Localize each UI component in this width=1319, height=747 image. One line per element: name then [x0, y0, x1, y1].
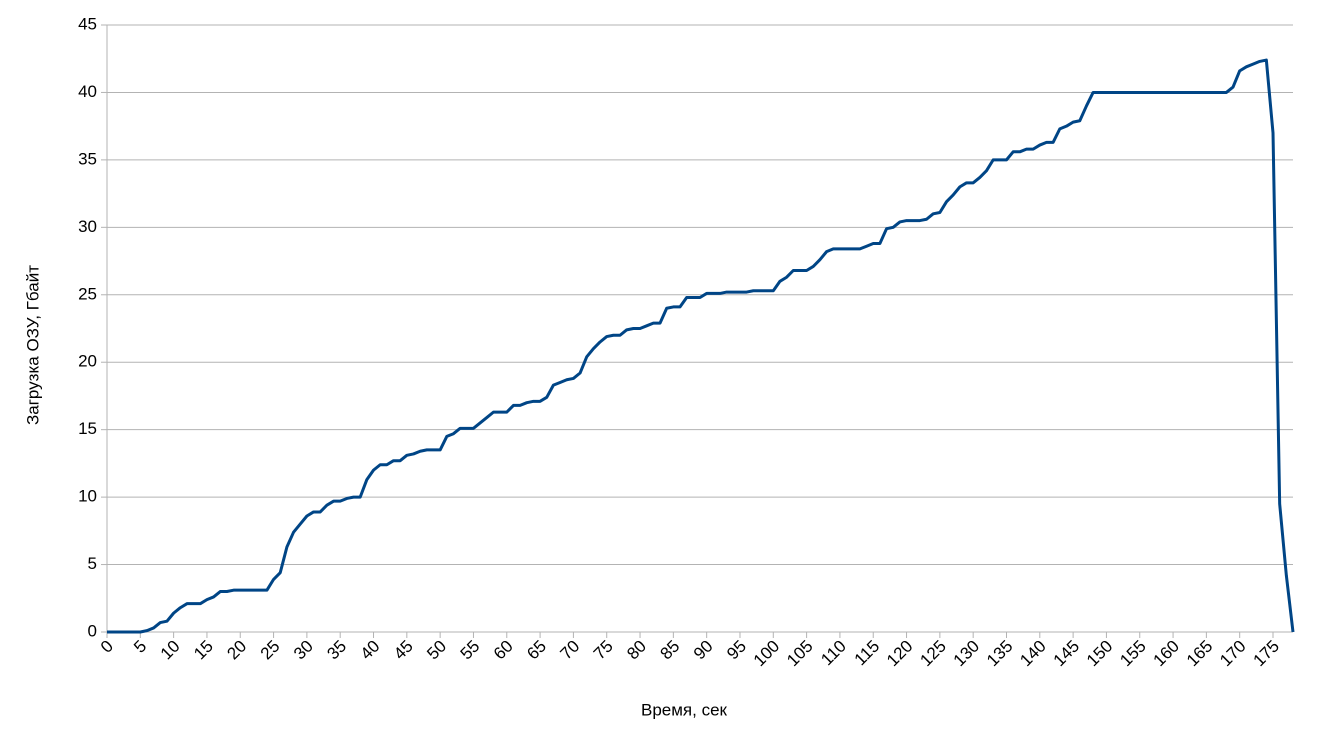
x-tick-label: 25	[257, 637, 284, 664]
x-tick-label: 60	[490, 637, 517, 664]
x-tick-label: 130	[950, 637, 983, 670]
x-tick-label: 10	[157, 637, 184, 664]
y-tick-label: 35	[78, 149, 97, 168]
y-tick-label: 45	[78, 14, 97, 33]
x-tick-label: 55	[457, 637, 484, 664]
x-tick-label: 90	[690, 637, 717, 664]
x-tick-label: 175	[1250, 637, 1283, 670]
x-tick-label: 140	[1016, 637, 1049, 670]
x-tick-label: 85	[657, 637, 684, 664]
x-tick-label: 20	[223, 637, 250, 664]
x-tick-label: 15	[190, 637, 217, 664]
x-tick-label: 75	[590, 637, 617, 664]
y-tick-label: 20	[78, 352, 97, 371]
x-tick-label: 0	[97, 637, 117, 657]
x-tick-label: 65	[523, 637, 550, 664]
x-tick-label: 95	[723, 637, 750, 664]
y-tick-label: 5	[88, 554, 97, 573]
x-tick-label: 45	[390, 637, 417, 664]
x-tick-label: 30	[290, 637, 317, 664]
x-tick-label: 145	[1050, 637, 1083, 670]
x-tick-label: 100	[750, 637, 783, 670]
x-tick-label: 165	[1183, 637, 1216, 670]
y-tick-label: 0	[88, 621, 97, 640]
x-tick-label: 70	[557, 637, 584, 664]
y-tick-label: 15	[78, 419, 97, 438]
x-tick-label: 150	[1083, 637, 1116, 670]
y-tick-label: 10	[78, 487, 97, 506]
x-tick-label: 160	[1150, 637, 1183, 670]
y-axis-title: Загрузка ОЗУ, Гбайт	[23, 265, 42, 425]
x-axis-title: Время, сек	[641, 700, 728, 719]
data-line	[107, 58, 1295, 634]
x-tick-label: 120	[883, 637, 916, 670]
x-tick-label: 155	[1116, 637, 1149, 670]
x-tick-label: 40	[357, 637, 384, 664]
x-tick-label: 80	[623, 637, 650, 664]
y-tick-label: 40	[78, 82, 97, 101]
y-tick-label: 25	[78, 284, 97, 303]
x-tick-label: 5	[130, 637, 150, 657]
x-tick-label: 170	[1216, 637, 1249, 670]
y-tick-label: 30	[78, 217, 97, 236]
x-tick-label: 135	[983, 637, 1016, 670]
x-tick-label: 125	[916, 637, 949, 670]
x-tick-label: 115	[851, 637, 884, 670]
x-tick-label: 50	[423, 637, 450, 664]
x-tick-label: 35	[323, 637, 350, 664]
x-tick-label: 105	[783, 637, 816, 670]
x-tick-label: 110	[817, 637, 850, 670]
